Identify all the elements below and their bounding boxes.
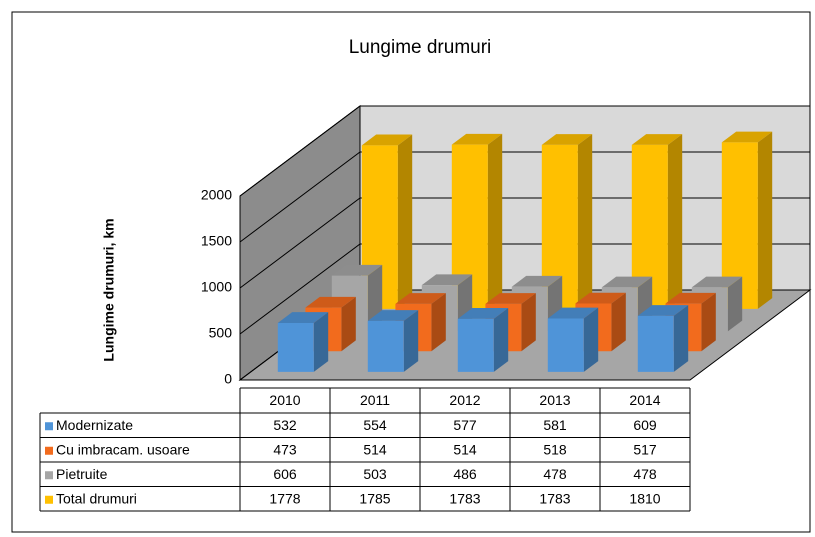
table-value: 503 — [363, 466, 387, 482]
bar — [457, 308, 509, 372]
bar — [631, 134, 683, 309]
table-value: 554 — [363, 417, 387, 433]
bar — [367, 310, 419, 372]
x-tick-label: 2012 — [449, 392, 480, 408]
bar-side — [757, 131, 773, 309]
bar-top — [451, 133, 503, 145]
table-value: 478 — [543, 466, 567, 482]
bar — [637, 305, 689, 372]
bar-front — [367, 320, 404, 372]
bar-top — [331, 264, 383, 276]
bar-front — [451, 144, 488, 309]
bar — [451, 133, 503, 309]
y-tick-label: 1500 — [201, 233, 232, 249]
bar-side — [667, 134, 683, 309]
legend-label: Total drumuri — [56, 490, 137, 506]
bar-side — [521, 293, 536, 352]
bar-top — [665, 292, 716, 304]
bar-top — [601, 276, 653, 288]
bar-front — [721, 142, 758, 309]
table-value: 514 — [453, 441, 477, 457]
table-value: 514 — [363, 441, 387, 457]
bar-top — [485, 293, 536, 304]
bar-top — [277, 312, 329, 323]
y-tick-label: 0 — [224, 371, 232, 387]
legend-key — [45, 446, 53, 455]
x-tick-label: 2011 — [360, 392, 390, 408]
legend-key — [45, 495, 53, 504]
table-value: 581 — [543, 417, 567, 433]
bar-side — [341, 296, 356, 352]
bar-top — [367, 310, 419, 321]
bar-top — [541, 134, 593, 145]
table-value: 478 — [633, 466, 657, 482]
bar-top — [395, 293, 446, 304]
bar — [277, 312, 329, 372]
y-axis-label: Lungime drumuri, km — [101, 218, 117, 361]
y-tick-label: 1000 — [201, 279, 232, 295]
table-value: 532 — [273, 417, 297, 433]
table-value: 486 — [453, 466, 477, 482]
table-value: 606 — [273, 466, 297, 482]
bar-front — [637, 315, 674, 372]
grid-line — [239, 105, 810, 197]
bar-top — [575, 292, 626, 304]
bar-side — [403, 310, 419, 372]
bar-top — [361, 134, 413, 146]
x-tick-label: 2010 — [269, 392, 300, 408]
table-value: 517 — [633, 441, 657, 457]
bar-top — [421, 274, 473, 286]
bar-front — [547, 318, 584, 372]
table-value: 1783 — [539, 490, 570, 506]
table-value: 518 — [543, 441, 567, 457]
legend-key — [45, 471, 53, 480]
table-value: 577 — [453, 417, 477, 433]
table-value: 609 — [633, 417, 657, 433]
bar-top — [457, 308, 509, 319]
bar-front — [277, 322, 314, 372]
table-value: 1810 — [629, 490, 660, 506]
bar-side — [701, 292, 716, 352]
bar-top — [631, 134, 683, 145]
bar-top — [691, 276, 743, 288]
bar-side — [487, 133, 503, 309]
x-tick-label: 2013 — [539, 392, 570, 408]
bar — [541, 134, 593, 309]
bar-top — [305, 296, 356, 308]
bar-side — [431, 293, 446, 352]
table-value: 473 — [273, 441, 297, 457]
legend-key — [45, 422, 53, 431]
table-value: 1785 — [359, 490, 390, 506]
bar-top — [547, 307, 599, 319]
y-tick-label: 500 — [209, 325, 233, 341]
bar-front — [541, 144, 578, 309]
bar-side — [397, 134, 413, 309]
chart-title: Lungime drumuri — [349, 37, 492, 58]
bar — [547, 307, 599, 372]
bar-side — [577, 134, 593, 309]
y-tick-label: 2000 — [201, 187, 232, 203]
bar-side — [493, 308, 509, 372]
bar-side — [611, 292, 626, 352]
bar-top — [511, 275, 563, 287]
bar — [721, 131, 773, 309]
table-value: 1778 — [269, 490, 300, 506]
bar-side — [673, 305, 689, 372]
table-value: 1783 — [449, 490, 480, 506]
legend-label: Cu imbracam. usoare — [56, 441, 190, 457]
legend-label: Pietruite — [56, 466, 108, 482]
bar-side — [313, 312, 329, 372]
legend-label: Modernizate — [56, 417, 133, 433]
x-tick-label: 2014 — [629, 392, 660, 408]
bar-front — [457, 318, 494, 372]
bar-front — [631, 144, 668, 309]
bar-side — [727, 276, 743, 332]
bar-side — [583, 307, 599, 372]
bar-top — [721, 131, 773, 143]
bar-top — [637, 305, 689, 316]
